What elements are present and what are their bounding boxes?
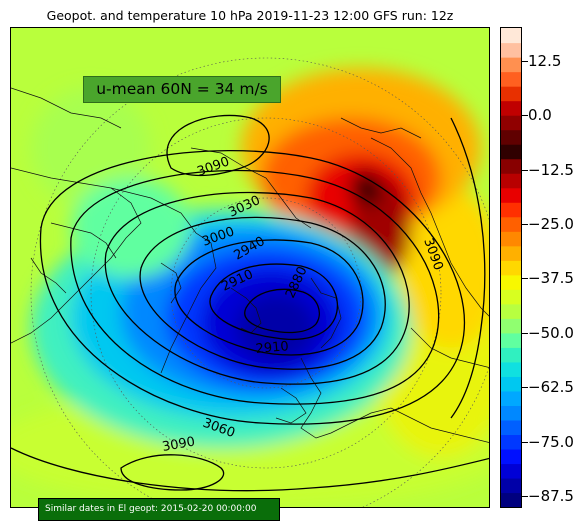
colorbar-segment — [501, 245, 521, 261]
colorbar-tick — [522, 115, 528, 117]
colorbar-tick — [522, 224, 528, 225]
similar-dates-label: Similar dates in El geopt: 2015-02-20 00… — [38, 498, 280, 521]
colorbar-segment — [501, 231, 521, 247]
colorbar-tick — [522, 332, 528, 334]
colorbar-segment — [501, 332, 521, 348]
colorbar-tick-label: 0.0 — [528, 106, 552, 125]
colorbar-segment — [501, 361, 521, 377]
colorbar-tick — [522, 169, 528, 171]
colorbar-tick — [522, 278, 528, 280]
colorbar-tick-label: −12.5 — [528, 160, 574, 179]
colorbar-segment — [501, 187, 521, 203]
colorbar-tick-label: −37.5 — [528, 269, 574, 288]
contour-label: 2910 — [255, 339, 289, 357]
colorbar — [500, 27, 522, 508]
colorbar-segment — [501, 28, 521, 44]
colorbar-scale — [501, 28, 521, 507]
colorbar-segment — [501, 274, 521, 290]
contour-label: 3090 — [161, 434, 196, 455]
colorbar-segment — [501, 86, 521, 102]
colorbar-segment — [501, 419, 521, 436]
colorbar-segment — [501, 318, 521, 334]
colorbar-segment — [501, 390, 521, 406]
colorbar-segment — [501, 289, 521, 305]
colorbar-tick — [522, 387, 528, 389]
colorbar-tick-label: −75.0 — [528, 432, 574, 451]
colorbar-tick — [522, 441, 528, 443]
colorbar-segment — [501, 115, 521, 131]
colorbar-segment — [501, 42, 521, 58]
colorbar-segment — [501, 129, 521, 145]
colorbar-segment — [501, 158, 521, 174]
colorbar-segment — [501, 173, 521, 189]
colorbar-segment — [501, 376, 521, 392]
map-canvas: 3090 3030 3000 2940 2910 2880 2910 3060 … — [11, 28, 489, 507]
colorbar-segment — [501, 463, 521, 479]
umean-label: u-mean 60N = 34 m/s — [83, 76, 281, 103]
geopotential-contours — [11, 114, 489, 492]
colorbar-segment — [501, 434, 521, 450]
colorbar-tick-label: −62.5 — [528, 378, 574, 397]
colorbar-segment — [501, 71, 521, 87]
colorbar-segment — [501, 202, 521, 218]
colorbar-segment — [501, 100, 521, 116]
colorbar-segment — [501, 448, 521, 465]
colorbar-segment — [501, 303, 521, 319]
colorbar-tick-label: −25.0 — [528, 215, 574, 233]
graticule — [30, 57, 489, 507]
colorbar-segment — [501, 492, 521, 507]
chart-title: Geopot. and temperature 10 hPa 2019-11-2… — [46, 8, 454, 23]
colorbar-segment — [501, 144, 521, 160]
colorbar-segment — [501, 405, 521, 421]
colorbar-tick-label: −87.5 — [528, 487, 574, 506]
colorbar-tick — [522, 496, 528, 498]
colorbar-segment — [501, 260, 521, 276]
colorbar-segment — [501, 347, 521, 363]
colorbar-tick-label: 12.5 — [528, 51, 562, 70]
colorbar-segment — [501, 57, 521, 73]
colorbar-tick — [522, 60, 528, 62]
map-panel[interactable]: 3090 3030 3000 2940 2910 2880 2910 3060 … — [10, 27, 490, 508]
colorbar-tick-label: −50.0 — [528, 323, 574, 342]
colorbar-segment — [501, 216, 521, 232]
colorbar-segment — [501, 477, 521, 494]
